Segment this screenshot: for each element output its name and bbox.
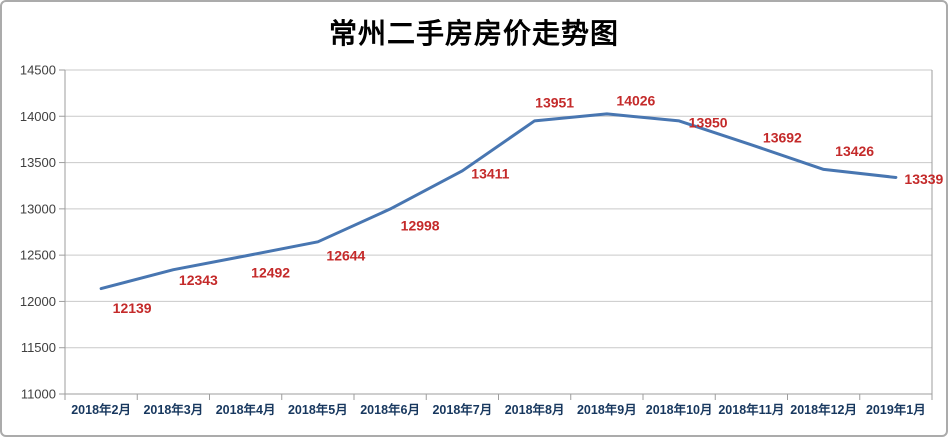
x-axis-tick-label: 2018年6月 [360,402,420,417]
x-axis-tick-label: 2018年11月 [718,402,784,417]
x-axis-tick-label: 2019年1月 [866,402,926,417]
y-axis-tick-label: 12000 [20,294,56,309]
x-axis-tick-label: 2018年4月 [216,402,276,417]
x-axis-tick-label: 2018年9月 [577,402,637,417]
y-axis-tick-label: 11500 [21,340,56,355]
y-axis-tick-label: 14500 [20,63,56,78]
y-axis-tick-label: 12500 [20,248,56,263]
data-label: 12492 [251,264,290,280]
y-axis-tick-label: 14000 [20,109,56,124]
data-label: 13951 [535,94,574,110]
price-series-line [99,112,898,291]
data-label: 12998 [401,218,440,234]
x-axis-tick-label: 2018年7月 [432,402,492,417]
y-axis-tick-label: 13000 [20,201,56,216]
y-axis-tick-label: 13500 [20,155,56,170]
data-label: 12343 [179,272,218,288]
data-label: 13692 [763,129,802,145]
data-label: 13339 [904,171,943,187]
x-axis-tick-label: 2018年3月 [143,402,203,417]
data-label: 12139 [113,300,152,316]
data-label: 13950 [689,114,728,130]
x-axis-tick-label: 2018年2月 [71,402,131,417]
chart-title: 常州二手房房价走势图 [328,18,619,49]
x-axis-tick-label: 2018年8月 [505,402,565,417]
x-axis-tick-label: 2018年12月 [790,402,857,417]
data-label: 14026 [616,92,655,108]
y-axis-tick-label: 11000 [21,387,56,402]
data-label: 13411 [471,165,509,181]
data-label: 12644 [326,247,365,263]
data-label: 13426 [835,143,874,159]
x-axis-tick-label: 2018年5月 [288,402,348,417]
x-axis-tick-label: 2018年10月 [646,402,713,417]
